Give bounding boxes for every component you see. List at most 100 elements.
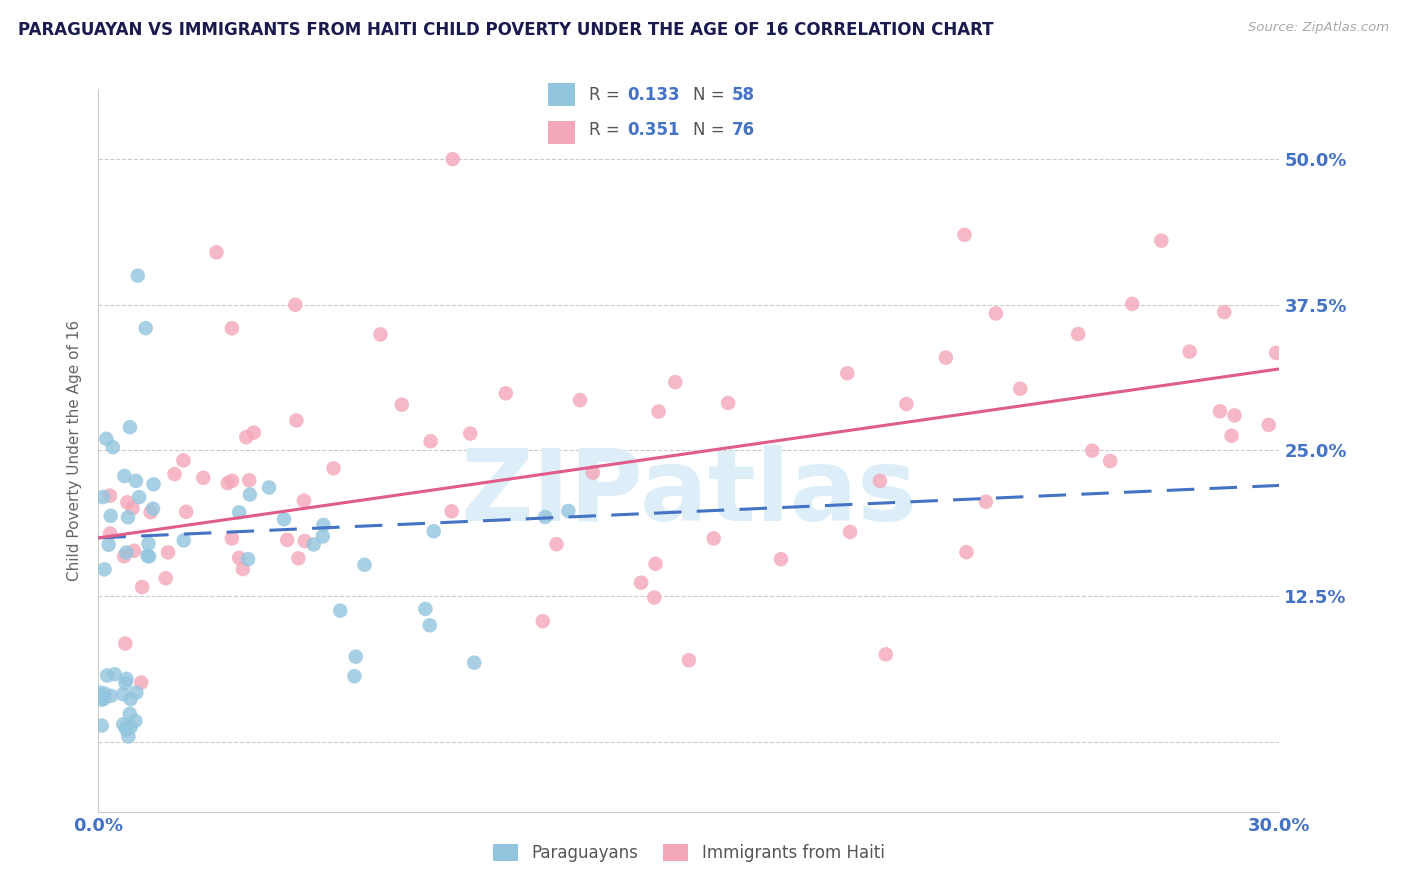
Point: [90, 718, 112, 732]
Point: [839, 524, 862, 539]
Point: [292, 493, 315, 508]
Point: [100, 508, 122, 523]
Point: [1223, 409, 1246, 423]
Text: R =: R =: [589, 86, 626, 103]
Point: [678, 653, 700, 667]
Point: [125, 685, 148, 699]
Point: [129, 675, 152, 690]
Point: [1213, 305, 1236, 319]
Point: [174, 505, 197, 519]
Point: [114, 676, 136, 690]
Point: [173, 533, 195, 548]
Text: N =: N =: [693, 121, 730, 139]
Point: [312, 518, 335, 533]
Point: [89, 685, 111, 699]
Point: [139, 505, 162, 519]
Point: [495, 386, 517, 401]
Point: [287, 551, 309, 566]
Point: [896, 397, 918, 411]
Point: [112, 549, 135, 564]
Point: [984, 306, 1007, 320]
Point: [114, 636, 136, 650]
Text: ZIPatlas: ZIPatlas: [461, 445, 917, 542]
Point: [93, 562, 115, 576]
Point: [193, 471, 215, 485]
Point: [353, 558, 375, 572]
Point: [1178, 344, 1201, 359]
Point: [294, 534, 316, 549]
Point: [91, 490, 114, 504]
Point: [117, 730, 139, 744]
Point: [122, 543, 145, 558]
Point: [415, 602, 437, 616]
Point: [93, 691, 115, 706]
Text: 0.133: 0.133: [627, 86, 681, 103]
Point: [1265, 346, 1288, 360]
Point: [440, 504, 463, 518]
Point: [115, 545, 138, 559]
Point: [155, 571, 177, 585]
Point: [98, 489, 121, 503]
Point: [875, 648, 897, 662]
Point: [568, 393, 591, 408]
Point: [238, 473, 260, 487]
Point: [582, 466, 605, 480]
Point: [217, 476, 239, 491]
Point: [329, 604, 352, 618]
Y-axis label: Child Poverty Under the Age of 16: Child Poverty Under the Age of 16: [66, 320, 82, 581]
Point: [235, 430, 257, 444]
Text: 76: 76: [731, 121, 755, 139]
Point: [138, 549, 160, 564]
Point: [115, 723, 138, 737]
Point: [955, 545, 977, 559]
Point: [104, 667, 127, 681]
Point: [228, 550, 250, 565]
Point: [257, 481, 280, 495]
Text: PARAGUAYAN VS IMMIGRANTS FROM HAITI CHILD POVERTY UNDER THE AGE OF 16 CORRELATIO: PARAGUAYAN VS IMMIGRANTS FROM HAITI CHIL…: [18, 21, 994, 39]
Point: [343, 669, 366, 683]
Point: [546, 537, 568, 551]
Point: [135, 321, 157, 335]
Point: [120, 720, 142, 734]
Text: Source: ZipAtlas.com: Source: ZipAtlas.com: [1249, 21, 1389, 35]
Point: [117, 495, 139, 509]
Point: [441, 152, 464, 166]
Point: [112, 687, 135, 701]
Point: [96, 432, 118, 446]
Point: [769, 552, 792, 566]
Point: [127, 268, 149, 283]
Legend: Paraguayans, Immigrants from Haiti: Paraguayans, Immigrants from Haiti: [486, 837, 891, 869]
Point: [163, 467, 186, 482]
Point: [100, 689, 122, 703]
Point: [93, 687, 115, 701]
Point: [157, 545, 180, 559]
Point: [142, 501, 165, 516]
Point: [531, 614, 554, 628]
Point: [221, 321, 243, 335]
Point: [97, 538, 120, 552]
Point: [370, 327, 392, 342]
Point: [285, 413, 308, 427]
Point: [312, 529, 335, 543]
Point: [643, 591, 665, 605]
Point: [98, 526, 121, 541]
Point: [703, 532, 725, 546]
Point: [1209, 404, 1232, 418]
Point: [422, 524, 444, 539]
Point: [172, 453, 194, 467]
Point: [647, 404, 669, 418]
Point: [232, 562, 254, 576]
Point: [953, 227, 976, 242]
Point: [284, 298, 307, 312]
Point: [458, 426, 481, 441]
Point: [391, 398, 413, 412]
Point: [112, 469, 135, 483]
Point: [463, 656, 485, 670]
Point: [1067, 326, 1090, 341]
Point: [115, 672, 138, 686]
Point: [557, 504, 579, 518]
Point: [115, 720, 138, 734]
Point: [101, 440, 124, 454]
Point: [644, 557, 666, 571]
Point: [120, 692, 142, 706]
